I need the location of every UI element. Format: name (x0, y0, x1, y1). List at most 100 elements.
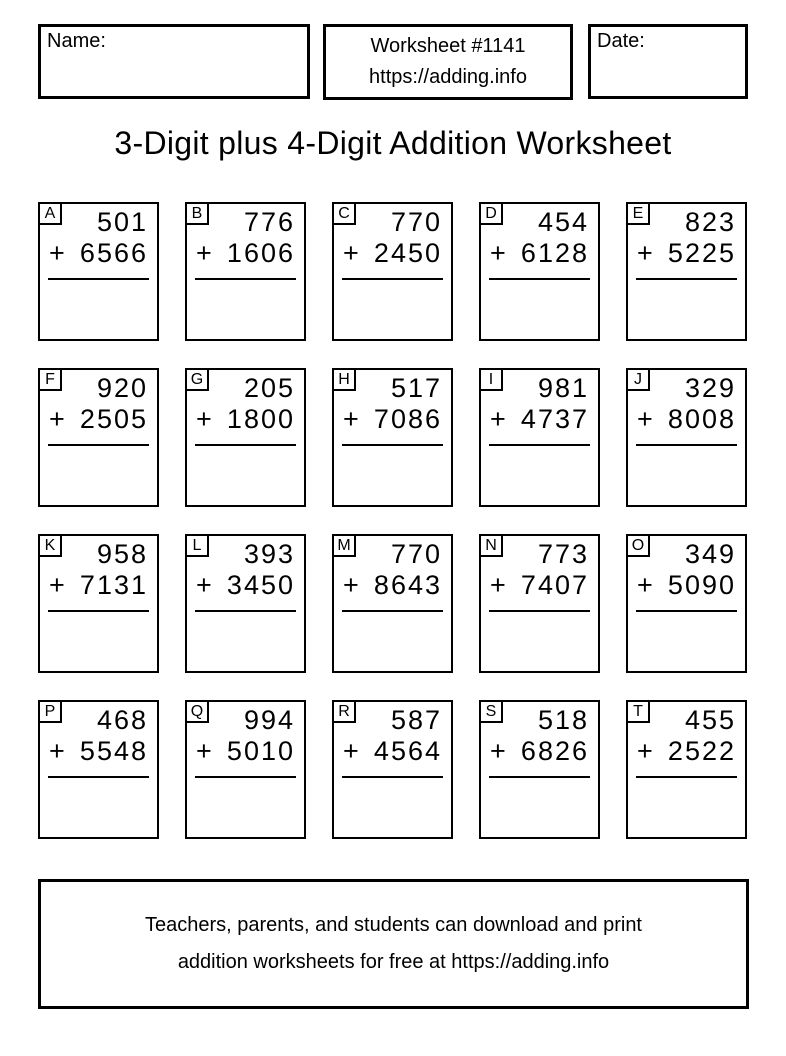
worksheet-info-box: Worksheet #1141 https://adding.info (323, 24, 573, 100)
answer-space (481, 612, 598, 658)
addend-1: 770 (390, 207, 442, 237)
answer-line (489, 776, 590, 778)
problem-label: G (187, 370, 209, 391)
plus-icon: + (343, 736, 361, 766)
answer-line (489, 444, 590, 446)
answer-line (636, 610, 737, 612)
answer-line (489, 610, 590, 612)
answer-line (48, 278, 149, 280)
date-label: Date: (597, 30, 645, 52)
addend-2-row: + 2505 (40, 404, 157, 435)
addend-2: 4564 (373, 736, 442, 766)
problem-label: F (40, 370, 62, 391)
plus-icon: + (637, 736, 655, 766)
worksheet-number: Worksheet #1141 (370, 35, 526, 57)
problem-cell: E 823 + 5225 (626, 202, 747, 341)
plus-icon: + (343, 570, 361, 600)
problem-label: J (628, 370, 650, 391)
addend-2-row: + 7086 (334, 404, 451, 435)
footer-box: Teachers, parents, and students can down… (38, 879, 749, 1009)
problem-cell: K 958 + 7131 (38, 534, 159, 673)
problem-label: M (334, 536, 356, 557)
plus-icon: + (637, 570, 655, 600)
addend-2-row: + 5225 (628, 238, 745, 269)
answer-space (187, 280, 304, 326)
addend-2-row: + 6566 (40, 238, 157, 269)
addend-1: 455 (684, 705, 736, 735)
addend-1: 958 (96, 539, 148, 569)
plus-icon: + (196, 238, 214, 268)
addend-2-row: + 1800 (187, 404, 304, 435)
addend-1: 205 (243, 373, 295, 403)
answer-space (187, 446, 304, 492)
addend-2-row: + 6128 (481, 238, 598, 269)
addend-2: 1800 (226, 404, 295, 434)
problem-label: L (187, 536, 209, 557)
plus-icon: + (343, 404, 361, 434)
addend-2: 6566 (79, 238, 148, 268)
plus-icon: + (49, 736, 67, 766)
addend-1: 823 (684, 207, 736, 237)
problem-label: B (187, 204, 209, 225)
answer-line (342, 278, 443, 280)
addend-1: 454 (537, 207, 589, 237)
problem-label: O (628, 536, 650, 557)
problem-cell: G 205 + 1800 (185, 368, 306, 507)
answer-space (628, 446, 745, 492)
problem-label: S (481, 702, 503, 723)
problem-cell: A 501 + 6566 (38, 202, 159, 341)
plus-icon: + (49, 570, 67, 600)
problem-label: D (481, 204, 503, 225)
answer-space (334, 612, 451, 658)
problem-cell: I 981 + 4737 (479, 368, 600, 507)
answer-space (628, 612, 745, 658)
addend-2: 5548 (79, 736, 148, 766)
plus-icon: + (196, 736, 214, 766)
addend-2-row: + 5548 (40, 736, 157, 767)
problem-cell: F 920 + 2505 (38, 368, 159, 507)
plus-icon: + (196, 570, 214, 600)
addend-2: 2450 (373, 238, 442, 268)
answer-space (628, 778, 745, 824)
answer-space (187, 778, 304, 824)
addend-2: 2522 (667, 736, 736, 766)
answer-space (40, 446, 157, 492)
problem-label: A (40, 204, 62, 225)
problem-label: T (628, 702, 650, 723)
addend-2-row: + 8008 (628, 404, 745, 435)
problem-cell: D 454 + 6128 (479, 202, 600, 341)
plus-icon: + (637, 238, 655, 268)
answer-space (334, 446, 451, 492)
problem-label: I (481, 370, 503, 391)
answer-space (334, 280, 451, 326)
plus-icon: + (49, 404, 67, 434)
addend-2: 5225 (667, 238, 736, 268)
problems-grid: A 501 + 6566 B 776 + 1606 C 770 + 2450 D… (38, 202, 747, 839)
problem-cell: Q 994 + 5010 (185, 700, 306, 839)
answer-line (48, 776, 149, 778)
answer-line (342, 610, 443, 612)
problem-label: Q (187, 702, 209, 723)
answer-line (489, 278, 590, 280)
answer-line (195, 610, 296, 612)
problem-label: R (334, 702, 356, 723)
addend-2-row: + 4564 (334, 736, 451, 767)
problem-label: K (40, 536, 62, 557)
plus-icon: + (490, 404, 508, 434)
problem-label: P (40, 702, 62, 723)
addend-1: 329 (684, 373, 736, 403)
addend-2-row: + 7407 (481, 570, 598, 601)
problem-label: H (334, 370, 356, 391)
plus-icon: + (490, 736, 508, 766)
addend-1: 517 (390, 373, 442, 403)
problem-cell: B 776 + 1606 (185, 202, 306, 341)
name-field-box: Name: (38, 24, 310, 99)
problem-cell: M 770 + 8643 (332, 534, 453, 673)
answer-line (195, 776, 296, 778)
addend-2-row: + 7131 (40, 570, 157, 601)
page-title: 3-Digit plus 4-Digit Addition Worksheet (114, 125, 672, 161)
footer-line-2: addition worksheets for free at https://… (177, 951, 610, 973)
addend-2-row: + 8643 (334, 570, 451, 601)
addend-1: 468 (96, 705, 148, 735)
answer-line (636, 278, 737, 280)
